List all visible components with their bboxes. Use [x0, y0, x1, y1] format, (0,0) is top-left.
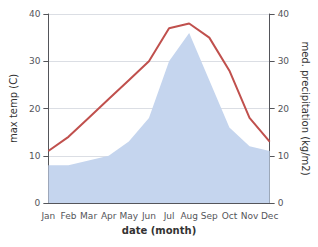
svg-text:20: 20: [278, 104, 290, 114]
svg-text:med. precipitation (kg/m2): med. precipitation (kg/m2): [300, 41, 311, 175]
svg-text:Mar: Mar: [80, 211, 97, 221]
svg-text:Feb: Feb: [61, 211, 77, 221]
svg-text:10: 10: [278, 151, 290, 161]
svg-text:Aug: Aug: [180, 211, 198, 221]
svg-text:Oct: Oct: [222, 211, 238, 221]
svg-text:Sep: Sep: [201, 211, 218, 221]
svg-text:Jul: Jul: [163, 211, 175, 221]
svg-text:20: 20: [29, 104, 41, 114]
svg-text:Nov: Nov: [241, 211, 259, 221]
svg-text:30: 30: [29, 56, 41, 66]
svg-text:date (month): date (month): [122, 225, 196, 236]
svg-text:10: 10: [29, 151, 41, 161]
svg-text:Apr: Apr: [101, 211, 117, 221]
svg-text:May: May: [120, 211, 139, 221]
svg-text:0: 0: [278, 198, 284, 208]
svg-text:0: 0: [35, 198, 41, 208]
svg-text:Dec: Dec: [261, 211, 278, 221]
svg-text:40: 40: [278, 9, 290, 19]
svg-text:Jan: Jan: [40, 211, 55, 221]
svg-text:30: 30: [278, 56, 290, 66]
svg-text:max temp (C): max temp (C): [8, 74, 19, 143]
svg-text:Jun: Jun: [141, 211, 156, 221]
svg-text:40: 40: [29, 9, 41, 19]
